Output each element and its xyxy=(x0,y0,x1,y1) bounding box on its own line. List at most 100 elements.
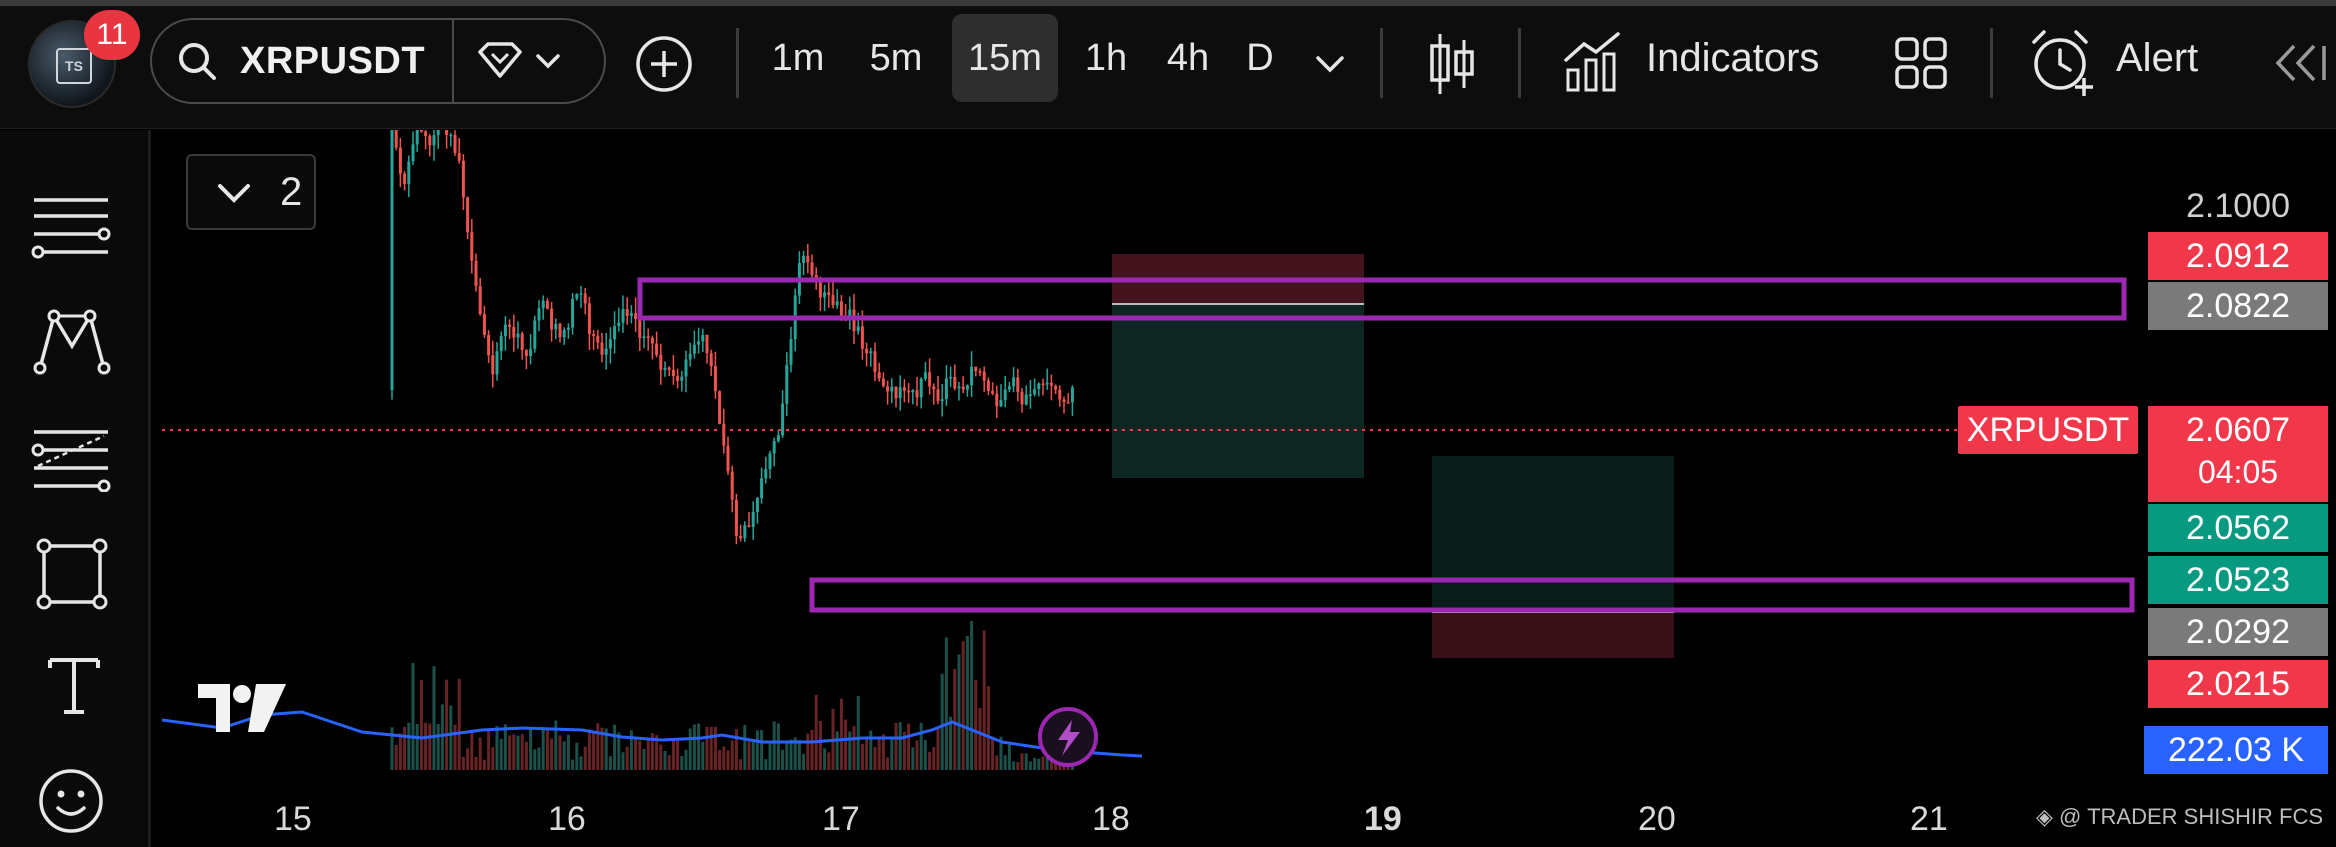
replay-bolt-icon[interactable] xyxy=(1038,707,1098,767)
timeframe-1m[interactable]: 1m xyxy=(771,37,825,79)
symbol-search[interactable]: XRPUSDT xyxy=(150,18,606,104)
candle xyxy=(491,340,495,388)
volume-bar xyxy=(776,723,780,770)
candle xyxy=(726,436,730,475)
volume-bar xyxy=(823,748,827,770)
candle xyxy=(554,318,558,340)
long-position-target-zone[interactable] xyxy=(1432,456,1674,612)
timeframe-5m[interactable]: 5m xyxy=(869,37,923,79)
candle xyxy=(928,358,932,395)
volume-bar xyxy=(898,722,902,770)
volume-bar xyxy=(970,621,974,770)
candle xyxy=(789,326,793,373)
candlestick-type-icon[interactable] xyxy=(1424,30,1480,98)
volume-bar xyxy=(403,726,407,770)
volume-bar xyxy=(419,680,423,770)
volume-bar xyxy=(638,740,642,770)
candle xyxy=(625,297,629,325)
emoji-tool-icon[interactable] xyxy=(36,766,106,836)
time-axis[interactable]: 15 16 17 18 19 20 21 xyxy=(162,790,2336,847)
candle xyxy=(684,350,688,393)
volume-bar xyxy=(722,746,726,770)
volume-bar xyxy=(709,726,713,770)
volume-bar xyxy=(978,708,982,770)
short-position-target-zone[interactable] xyxy=(1112,304,1364,478)
volume-bar xyxy=(936,726,940,770)
volume-bar xyxy=(923,740,927,770)
candle xyxy=(583,287,587,315)
price-chart[interactable] xyxy=(161,107,2138,770)
collapse-panel-icon[interactable] xyxy=(2266,40,2330,86)
volume-bar xyxy=(1033,757,1037,770)
candle xyxy=(428,134,432,157)
volume-bar xyxy=(655,735,659,770)
candle xyxy=(734,493,738,545)
long-position-stop-zone[interactable] xyxy=(1432,612,1674,658)
alert-label[interactable]: Alert xyxy=(2116,36,2199,80)
candle xyxy=(457,138,461,164)
time-tick: 15 xyxy=(274,800,312,838)
volume-bar xyxy=(562,741,566,770)
candle xyxy=(781,390,785,438)
volume-bar xyxy=(424,722,428,770)
horizontal-lines-tool-icon[interactable] xyxy=(30,194,112,260)
candle xyxy=(785,352,789,416)
volume-bar xyxy=(436,724,440,770)
candle xyxy=(663,361,667,377)
candle xyxy=(613,311,617,354)
indicators-icon[interactable] xyxy=(1562,30,1624,94)
layout-grid-icon[interactable] xyxy=(1894,36,1948,90)
indicator-legend-toggle[interactable]: 2 xyxy=(186,154,316,230)
volume-bar xyxy=(991,736,995,770)
volume-bars xyxy=(390,621,1074,770)
volume-bar xyxy=(474,756,478,770)
candle xyxy=(894,386,898,408)
price-scale[interactable]: 2.1000 2.0912 2.0822 2.0607 04:05 2.0562… xyxy=(2140,130,2336,770)
support-zone[interactable] xyxy=(809,577,2135,613)
candle xyxy=(755,496,759,524)
timeframe-4h[interactable]: 4h xyxy=(1166,37,1210,79)
candle xyxy=(461,154,465,210)
alarm-clock-icon[interactable] xyxy=(2028,28,2096,98)
fib-retracement-tool-icon[interactable] xyxy=(30,426,112,492)
candle xyxy=(739,524,743,542)
text-tool-icon[interactable] xyxy=(44,654,104,718)
price-label-target-1: 2.0562 xyxy=(2148,504,2328,552)
chart-area[interactable] xyxy=(161,107,2138,770)
compare-diamond-icon[interactable] xyxy=(472,36,572,86)
volume-bar xyxy=(453,724,457,770)
volume-bar xyxy=(890,739,894,770)
volume-bar xyxy=(516,735,520,770)
candle xyxy=(495,342,499,381)
volume-bar xyxy=(592,732,596,770)
timeframe-d[interactable]: D xyxy=(1246,37,1274,79)
volume-bar xyxy=(810,730,814,770)
volume-bar xyxy=(852,726,856,770)
timeframe-1h[interactable]: 1h xyxy=(1084,37,1128,79)
drawing-toolbar xyxy=(0,130,151,847)
volume-bar xyxy=(596,723,600,770)
volume-bar xyxy=(986,686,990,770)
volume-bar xyxy=(583,746,587,770)
candle xyxy=(902,379,906,403)
candle xyxy=(911,389,915,405)
add-symbol-icon[interactable] xyxy=(634,34,694,94)
timeframe-15m[interactable]: 15m xyxy=(952,14,1058,102)
rectangle-tool-icon[interactable] xyxy=(34,536,110,612)
volume-bar xyxy=(508,735,512,770)
chevron-down-icon[interactable] xyxy=(1310,46,1350,82)
volume-bar xyxy=(907,723,911,770)
volume-bar xyxy=(520,734,524,770)
tradingview-logo-icon[interactable] xyxy=(196,682,288,739)
candle xyxy=(713,351,717,399)
volume-bar xyxy=(629,730,633,770)
volume-bar xyxy=(659,744,663,770)
volume-bar xyxy=(461,756,465,770)
indicators-label[interactable]: Indicators xyxy=(1646,36,1820,80)
candle xyxy=(974,366,978,377)
resistance-zone[interactable] xyxy=(637,277,2127,321)
volume-bar xyxy=(894,722,898,770)
volume-bar xyxy=(827,752,831,770)
volume-bar xyxy=(449,705,453,770)
pattern-tool-icon[interactable] xyxy=(32,306,112,376)
